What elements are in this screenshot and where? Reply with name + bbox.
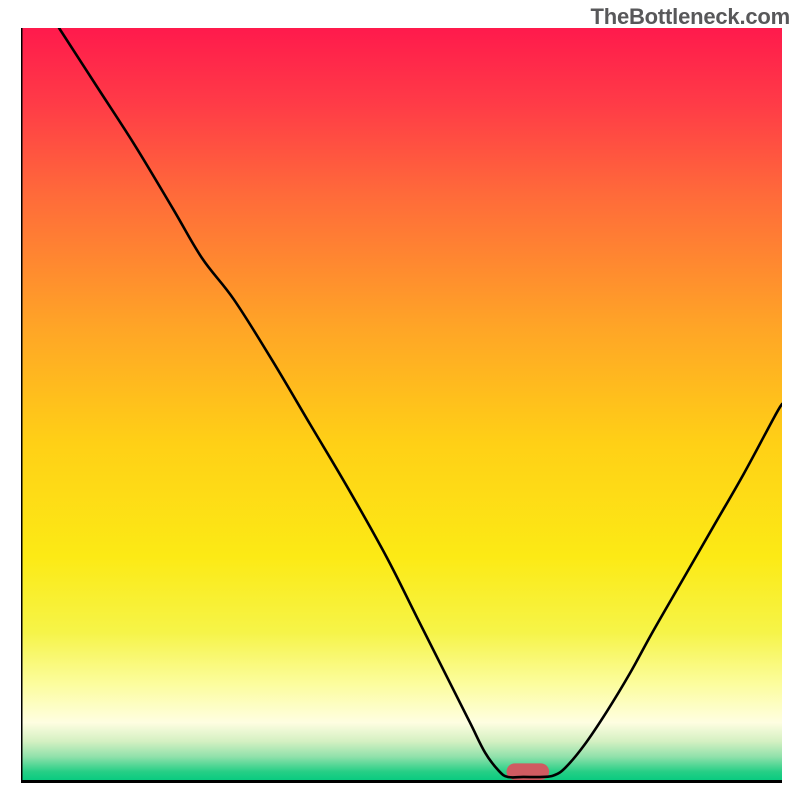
chart-container: TheBottleneck.com xyxy=(0,0,800,800)
watermark-text: TheBottleneck.com xyxy=(590,4,790,30)
plot-area xyxy=(21,28,782,783)
gradient-background xyxy=(21,28,782,783)
